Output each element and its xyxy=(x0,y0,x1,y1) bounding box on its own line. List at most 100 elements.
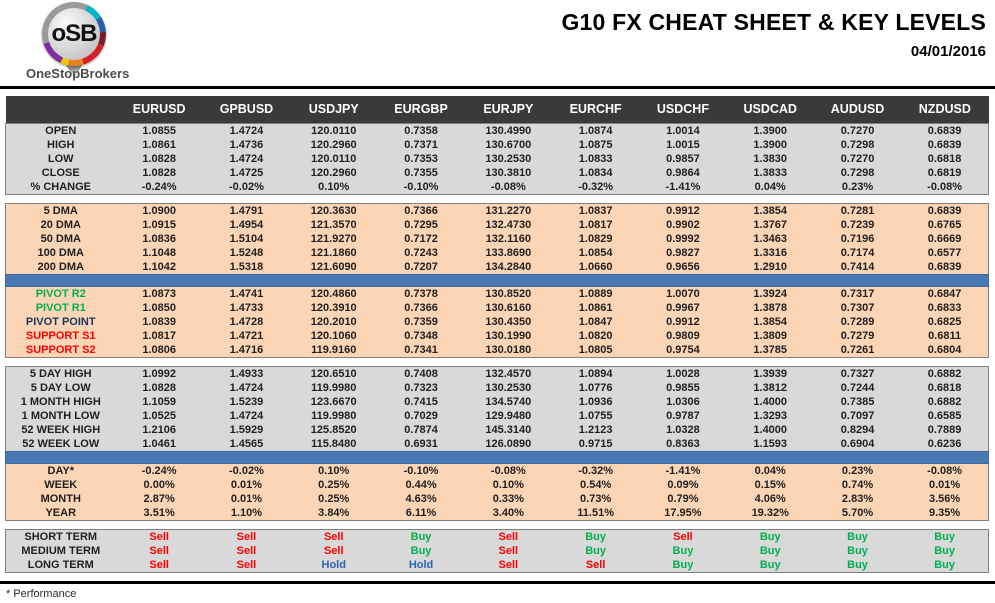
cell-eurjpy: Sell xyxy=(464,543,552,558)
fx-table: EURUSD GPBUSD USDJPY EURGBP EURJPY EURCHF USDC… xyxy=(5,96,989,573)
table-row-day-: DAY* -0.24% -0.02% 0.10% -0.10% -0.08% -0.32% -… xyxy=(5,463,989,478)
cell-usdjpy: Sell xyxy=(290,543,378,558)
cell-eurusd: 1.0525 xyxy=(115,408,203,423)
spacer-cell xyxy=(5,194,989,203)
cell-usdchf: 0.9656 xyxy=(639,259,727,274)
cell-usdjpy: 125.8520 xyxy=(290,422,378,437)
cell-eurchf: 1.0660 xyxy=(551,259,640,274)
cell-eurjpy: 130.4990 xyxy=(464,123,552,138)
cell-usdcad: 1.2910 xyxy=(726,259,814,274)
cell-nzdusd: 0.6818 xyxy=(901,380,989,395)
cell-gpbusd: 1.4721 xyxy=(202,328,291,343)
logo-pin-icon: oSB xyxy=(42,2,106,80)
cell-eurgbp: -0.10% xyxy=(377,179,465,194)
cell-usdchf: 0.79% xyxy=(639,491,727,506)
column-header-eurjpy: EURJPY xyxy=(464,96,552,123)
top-divider-rule xyxy=(0,86,995,89)
row-label: CLOSE xyxy=(5,165,116,180)
cell-eurchf: 1.0833 xyxy=(551,151,640,166)
cell-eurchf: 1.0854 xyxy=(551,245,640,260)
cell-gpbusd: 1.4724 xyxy=(202,380,291,395)
cell-eurusd: 1.0992 xyxy=(115,366,203,381)
cell-usdcad: 1.4000 xyxy=(726,394,814,409)
cell-usdcad: 19.32% xyxy=(726,505,814,520)
cell-eurjpy: 130.0180 xyxy=(464,342,552,357)
cell-eurchf: 1.0776 xyxy=(551,380,640,395)
cell-eurgbp: Buy xyxy=(377,529,465,544)
cell-nzdusd: 0.6819 xyxy=(901,165,989,180)
cell-usdcad: 0.15% xyxy=(726,477,814,492)
cell-eurusd: 1.0828 xyxy=(115,151,203,166)
cell-usdcad: 1.3463 xyxy=(726,231,814,246)
cell-eurgbp: 0.7415 xyxy=(377,394,465,409)
cell-audusd: 0.7317 xyxy=(813,286,902,301)
cell-usdjpy: 121.3570 xyxy=(290,217,378,232)
cell-eurgbp: 0.7207 xyxy=(377,259,465,274)
row-label: OPEN xyxy=(5,123,116,138)
table-row-50-dma: 50 DMA 1.0836 1.5104 121.9270 0.7172 132.1160… xyxy=(5,231,989,246)
cell-eurgbp: 0.7295 xyxy=(377,217,465,232)
column-header-nzdusd: NZDUSD xyxy=(901,96,989,123)
cell-gpbusd: 0.01% xyxy=(202,477,291,492)
cell-eurusd: 3.51% xyxy=(115,505,203,520)
cell-gpbusd: 1.4933 xyxy=(202,366,291,381)
cell-audusd: 2.83% xyxy=(813,491,902,506)
cell-eurjpy: 0.10% xyxy=(464,477,552,492)
cell-usdcad: Buy xyxy=(726,543,814,558)
cell-audusd: 0.7298 xyxy=(813,165,902,180)
cell-usdcad: 1.1593 xyxy=(726,436,814,451)
cell-gpbusd: 1.5248 xyxy=(202,245,291,260)
title-block: G10 FX CHEAT SHEET & KEY LEVELS 04/01/20… xyxy=(561,9,986,60)
cell-usdjpy: 120.1060 xyxy=(290,328,378,343)
cell-usdchf: -1.41% xyxy=(639,463,727,478)
section-ohlc: OPEN 1.0855 1.4724 120.0110 0.7358 130.4990 1.… xyxy=(5,123,989,194)
cell-eurgbp: 0.6931 xyxy=(377,436,465,451)
cell-eurchf: Sell xyxy=(551,557,640,572)
cell-usdcad: 4.06% xyxy=(726,491,814,506)
cell-usdchf: 1.0328 xyxy=(639,422,727,437)
table-row-support-s2: SUPPORT S2 1.0806 1.4716 119.9160 0.7341 130.… xyxy=(5,342,989,357)
cell-usdchf: 0.09% xyxy=(639,477,727,492)
cell-usdchf: 0.9902 xyxy=(639,217,727,232)
cell-eurgbp: 0.7172 xyxy=(377,231,465,246)
blue-divider-bar xyxy=(5,450,989,464)
cell-usdjpy: 120.2960 xyxy=(290,165,378,180)
cell-gpbusd: 1.4724 xyxy=(202,151,291,166)
logo-pin-tail xyxy=(64,62,84,78)
cell-eurusd: 1.0828 xyxy=(115,380,203,395)
section-spacer xyxy=(5,194,989,203)
cell-audusd: 0.7270 xyxy=(813,123,902,138)
cell-eurgbp: 6.11% xyxy=(377,505,465,520)
cell-audusd: 0.7385 xyxy=(813,394,902,409)
cell-nzdusd: 0.6839 xyxy=(901,137,989,152)
cell-eurchf: 1.0834 xyxy=(551,165,640,180)
cell-eurusd: 1.0850 xyxy=(115,300,203,315)
cell-eurchf: 1.0820 xyxy=(551,328,640,343)
cell-eurgbp: 0.7408 xyxy=(377,366,465,381)
cell-nzdusd: 9.35% xyxy=(901,505,989,520)
cell-eurjpy: -0.08% xyxy=(464,463,552,478)
cell-eurjpy: 131.2270 xyxy=(464,203,552,218)
row-label: 20 DMA xyxy=(5,217,116,232)
cell-usdchf: 0.8363 xyxy=(639,436,727,451)
cell-usdchf: 1.0015 xyxy=(639,137,727,152)
table-row-1-month-high: 1 MONTH HIGH 1.1059 1.5239 123.6670 0.7415 13… xyxy=(5,394,989,409)
row-label: DAY* xyxy=(5,463,116,478)
cell-usdchf: 1.0028 xyxy=(639,366,727,381)
cell-audusd: 0.7244 xyxy=(813,380,902,395)
row-label: HIGH xyxy=(5,137,116,152)
cell-usdjpy: 0.25% xyxy=(290,477,378,492)
cell-eurgbp: 0.7029 xyxy=(377,408,465,423)
cell-gpbusd: 1.4791 xyxy=(202,203,291,218)
cell-eurusd: 1.0836 xyxy=(115,231,203,246)
section-spacer xyxy=(5,357,989,366)
cell-usdchf: 0.9787 xyxy=(639,408,727,423)
cell-nzdusd: Buy xyxy=(901,529,989,544)
cell-nzdusd: Buy xyxy=(901,557,989,572)
table-row-52-week-high: 52 WEEK HIGH 1.2106 1.5929 125.8520 0.7874 14… xyxy=(5,422,989,437)
cell-usdjpy: 121.6090 xyxy=(290,259,378,274)
row-label: SHORT TERM xyxy=(5,529,116,544)
cell-eurgbp: 0.7874 xyxy=(377,422,465,437)
cell-usdjpy: 119.9980 xyxy=(290,380,378,395)
cell-usdjpy: 120.0110 xyxy=(290,123,378,138)
